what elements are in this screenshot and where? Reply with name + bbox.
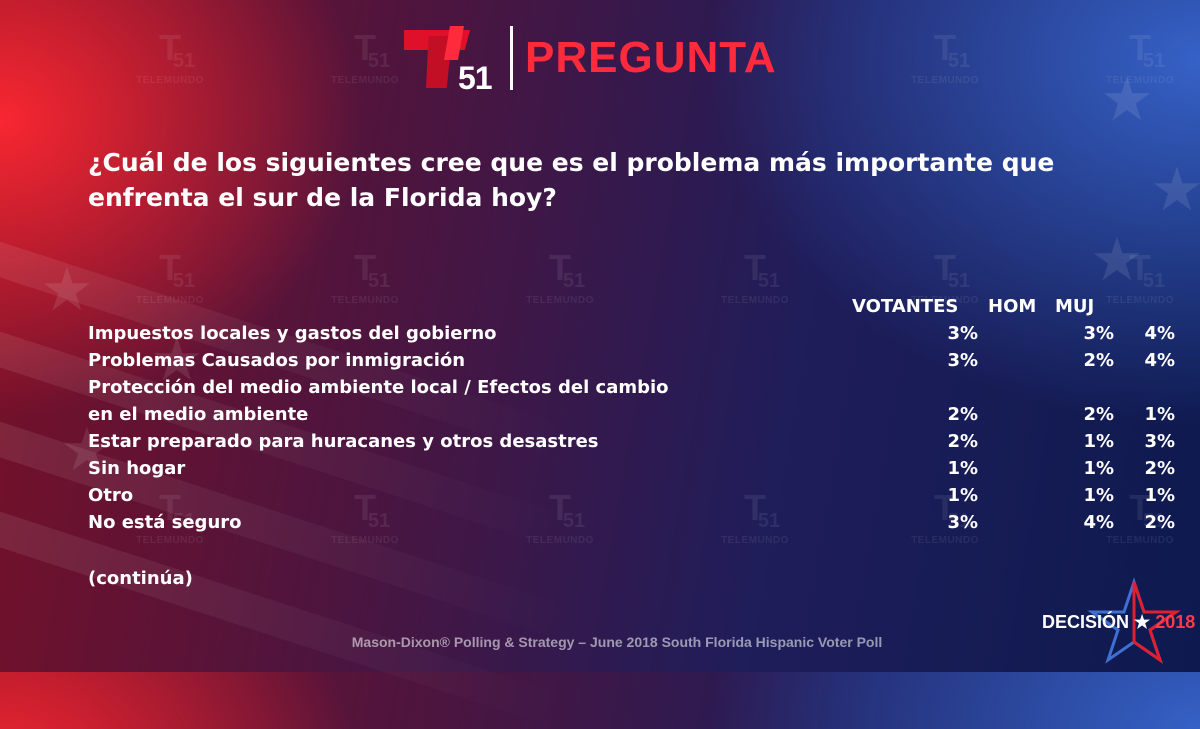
table-row: Otro 1% 1% 1% <box>88 485 1175 512</box>
header-divider <box>510 26 513 90</box>
telemundo-51-logo: 51 <box>400 22 496 94</box>
telemundo-watermark: T 51 TELEMUNDO <box>331 487 399 547</box>
row-value-muj: 4% <box>1144 323 1175 344</box>
column-header-votantes: VOTANTES <box>852 296 959 317</box>
question-text: ¿Cuál de los siguientes cree que es el p… <box>88 148 1055 212</box>
row-label: Problemas Causados por inmigración <box>88 350 466 371</box>
decision-year: 2018 <box>1155 612 1196 632</box>
telemundo-watermark: T 51 TELEMUNDO <box>1106 247 1174 307</box>
telemundo-watermark: T 51 TELEMUNDO <box>1106 487 1174 547</box>
telemundo-watermark: T 51 TELEMUNDO <box>331 247 399 307</box>
table-row: Problemas Causados por inmigración 3% 2%… <box>88 350 1175 377</box>
decision-star-icon: ★ <box>1134 612 1151 632</box>
row-label: Sin hogar <box>88 458 186 479</box>
row-value-votantes: 2% <box>947 431 978 452</box>
row-value-hom: 3% <box>1083 323 1114 344</box>
telemundo-watermark: T 51 TELEMUNDO <box>136 27 204 87</box>
row-label: Protección del medio ambiente local / Ef… <box>88 377 669 398</box>
row-value-muj: 2% <box>1144 512 1175 533</box>
telemundo-watermark: T 51 TELEMUNDO <box>136 487 204 547</box>
table-row: Estar preparado para huracanes y otros d… <box>88 431 1175 458</box>
row-label: Otro <box>88 485 134 506</box>
row-value-votantes: 3% <box>947 323 978 344</box>
table-row: Sin hogar 1% 1% 2% <box>88 458 1175 485</box>
decision-2018-logo: DECISIÓN ★ 2018 <box>1036 576 1195 666</box>
row-label: No está seguro <box>88 512 242 533</box>
telemundo-watermark: T 51 TELEMUNDO <box>911 487 979 547</box>
logo-number: 51 <box>458 60 493 96</box>
row-value-muj: 4% <box>1144 350 1175 371</box>
column-header-hom: HOM <box>988 296 1037 317</box>
background-star-icon: ★ <box>60 415 114 485</box>
row-label: Estar preparado para huracanes y otros d… <box>88 431 599 452</box>
background-star-icon: ★ <box>150 325 204 395</box>
telemundo-watermark: T 51 TELEMUNDO <box>526 487 594 547</box>
telemundo-watermark: T 51 TELEMUNDO <box>1106 27 1174 87</box>
row-value-muj: 1% <box>1144 404 1175 425</box>
telemundo-watermark: T 51 TELEMUNDO <box>331 27 399 87</box>
continued-label: (continúa) <box>88 568 193 589</box>
decision-star-outline-icon <box>1087 577 1181 664</box>
telemundo-watermark: T 51 TELEMUNDO <box>721 487 789 547</box>
header: 51 PREGUNTA <box>400 22 777 94</box>
row-value-muj: 3% <box>1144 431 1175 452</box>
background-star-icon: ★ <box>1100 65 1154 135</box>
row-value-votantes: 1% <box>947 485 978 506</box>
row-value-hom: 2% <box>1083 350 1114 371</box>
background-star-icon: ★ <box>1090 225 1144 295</box>
row-value-hom: 1% <box>1083 458 1114 479</box>
row-value-hom: 2% <box>1083 404 1114 425</box>
table-row: Protección del medio ambiente local / Ef… <box>88 377 1128 404</box>
background-star-icon: ★ <box>40 255 94 325</box>
logo-t-tip <box>444 26 464 60</box>
row-value-votantes: 2% <box>947 404 978 425</box>
row-value-muj: 2% <box>1144 458 1175 479</box>
decision-logo-text: DECISIÓN ★ 2018 <box>1042 612 1195 633</box>
page-title: PREGUNTA <box>525 33 777 82</box>
telemundo-watermark: T 51 TELEMUNDO <box>911 247 979 307</box>
row-value-votantes: 1% <box>947 458 978 479</box>
telemundo-watermark: T 51 TELEMUNDO <box>911 27 979 87</box>
row-value-muj: 1% <box>1144 485 1175 506</box>
row-value-votantes: 3% <box>947 512 978 533</box>
row-value-votantes: 3% <box>947 350 978 371</box>
decision-word: DECISIÓN <box>1042 612 1130 632</box>
column-header-muj: MUJ <box>1055 296 1095 317</box>
telemundo-watermark: T 51 TELEMUNDO <box>526 247 594 307</box>
telemundo-watermark: T 51 TELEMUNDO <box>721 247 789 307</box>
background-star-icon: ★ <box>1150 155 1200 225</box>
row-value-hom: 1% <box>1083 431 1114 452</box>
row-label: en el medio ambiente <box>88 404 309 425</box>
source-footer: Mason-Dixon® Polling & Strategy – June 2… <box>351 634 883 650</box>
table-row: en el medio ambiente 2% 2% 1% <box>88 404 1175 431</box>
table-row: No está seguro 3% 4% 2% <box>88 512 1175 539</box>
row-value-hom: 1% <box>1083 485 1114 506</box>
telemundo-watermark: T 51 TELEMUNDO <box>136 247 204 307</box>
row-label: Impuestos locales y gastos del gobierno <box>88 323 497 344</box>
table-row: Impuestos locales y gastos del gobierno … <box>88 323 1175 350</box>
row-value-hom: 4% <box>1083 512 1114 533</box>
